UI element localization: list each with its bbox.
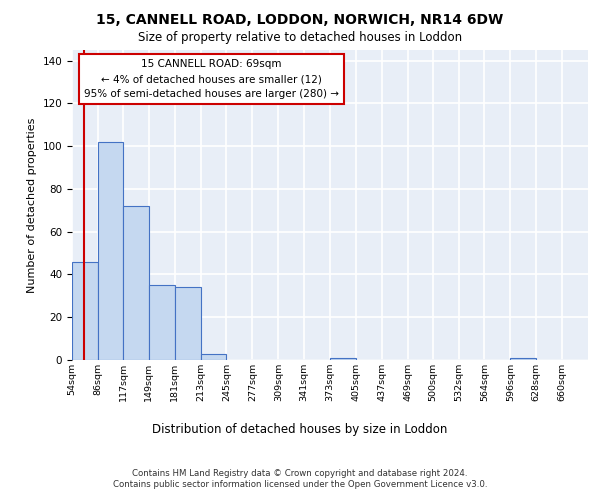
Bar bbox=[175, 288, 200, 360]
Text: Contains public sector information licensed under the Open Government Licence v3: Contains public sector information licen… bbox=[113, 480, 487, 489]
Bar bbox=[511, 358, 536, 360]
Bar bbox=[123, 206, 149, 360]
Text: 15, CANNELL ROAD, LODDON, NORWICH, NR14 6DW: 15, CANNELL ROAD, LODDON, NORWICH, NR14 … bbox=[97, 12, 503, 26]
Y-axis label: Number of detached properties: Number of detached properties bbox=[27, 118, 37, 292]
Bar bbox=[200, 354, 226, 360]
Text: 15 CANNELL ROAD: 69sqm
← 4% of detached houses are smaller (12)
95% of semi-deta: 15 CANNELL ROAD: 69sqm ← 4% of detached … bbox=[84, 60, 339, 99]
Bar bbox=[330, 358, 356, 360]
Text: Contains HM Land Registry data © Crown copyright and database right 2024.: Contains HM Land Registry data © Crown c… bbox=[132, 469, 468, 478]
Text: Size of property relative to detached houses in Loddon: Size of property relative to detached ho… bbox=[138, 31, 462, 44]
Bar bbox=[72, 262, 98, 360]
Bar bbox=[149, 285, 175, 360]
Text: Distribution of detached houses by size in Loddon: Distribution of detached houses by size … bbox=[152, 422, 448, 436]
Bar bbox=[98, 142, 123, 360]
